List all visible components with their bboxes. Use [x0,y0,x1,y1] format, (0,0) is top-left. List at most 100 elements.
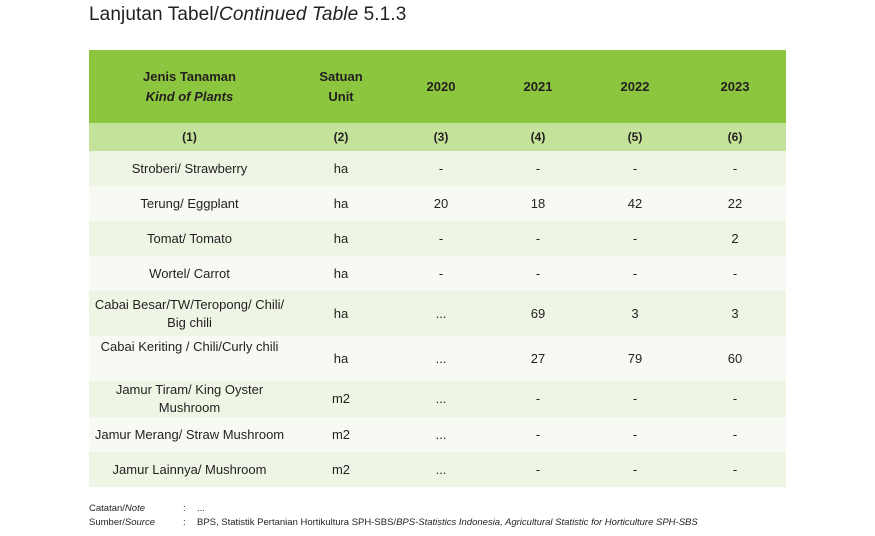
plant-name: Terung/ Eggplant [89,186,290,221]
value-2022: - [586,221,684,256]
header-year-2023: 2023 [684,50,786,123]
value-2021: - [490,256,586,291]
source-value-id: BPS, Statistik Pertanian Hortikultura SP… [197,517,397,528]
value-2020: ... [392,417,490,452]
plant-name: Stroberi/ Strawberry [89,151,290,186]
value-2020: - [392,256,490,291]
plant-name: Jamur Lainnya/ Mushroom [89,452,290,487]
header-year-2022: 2022 [586,50,684,123]
note-label-id: Catatan/ [89,503,125,514]
value-2022: - [586,151,684,186]
unit: ha [290,151,392,186]
source-value: BPS, Statistik Pertanian Hortikultura SP… [197,516,698,530]
plant-name: Tomat/ Tomato [89,221,290,256]
unit: ha [290,221,392,256]
table-notes: Catatan/Note : ... Sumber/Source : BPS, … [89,502,698,530]
unit: m2 [290,417,392,452]
header-col1-en: Kind of Plants [145,88,234,104]
col-number: (4) [490,123,586,151]
value-2022: - [586,452,684,487]
source-value-en: BPS-Statistics Indonesia, Agricultural S… [396,517,698,528]
title-italic: Continued Table [219,4,359,25]
unit: ha [290,186,392,221]
col-number: (3) [392,123,490,151]
value-2021: 18 [490,186,586,221]
value-2023: - [684,381,786,417]
source-line: Sumber/Source : BPS, Statistik Pertanian… [89,516,698,530]
note-label: Catatan/Note [89,502,183,516]
table-row: Terung/ Eggplant ha 20 18 42 22 [89,186,786,221]
plant-name: Jamur Tiram/ King Oyster Mushroom [89,381,290,417]
value-2020: - [392,151,490,186]
value-2023: 2 [684,221,786,256]
value-2021: - [490,221,586,256]
value-2020: ... [392,452,490,487]
col-number: (1) [89,123,290,151]
note-value: ... [197,503,205,514]
plant-name: Jamur Merang/ Straw Mushroom [89,417,290,452]
value-2023: 60 [684,336,786,381]
value-2023: - [684,151,786,186]
table-row: Stroberi/ Strawberry ha - - - - [89,151,786,186]
unit: ha [290,336,392,381]
value-2023: - [684,452,786,487]
table-row: Cabai Besar/TW/Teropong/ Chili/ Big chil… [89,291,786,336]
header-col1-id: Jenis Tanaman [143,68,236,84]
value-2022: 79 [586,336,684,381]
plant-name: Wortel/ Carrot [89,256,290,291]
value-2022: - [586,381,684,417]
value-2022: 3 [586,291,684,336]
plant-name-line2: Big chili [167,314,212,330]
header-row: Jenis Tanaman Kind of Plants Satuan Unit… [89,50,786,123]
col-number: (2) [290,123,392,151]
unit: ha [290,291,392,336]
header-year-2020: 2020 [392,50,490,123]
value-2020: - [392,221,490,256]
header-unit: Satuan Unit [290,50,392,123]
value-2020: ... [392,291,490,336]
value-2022: - [586,256,684,291]
value-2021: - [490,417,586,452]
source-label-en: Source [124,517,156,528]
data-table: Jenis Tanaman Kind of Plants Satuan Unit… [89,50,786,487]
unit: m2 [290,452,392,487]
table-row: Jamur Merang/ Straw Mushroom m2 ... - - … [89,417,786,452]
value-2023: - [684,417,786,452]
value-2021: - [490,381,586,417]
col-number: (6) [684,123,786,151]
table-title: Lanjutan Tabel/Continued Table 5.1.3 [89,4,406,26]
table-row: Jamur Tiram/ King Oyster Mushroom m2 ...… [89,381,786,417]
value-2020: ... [392,336,490,381]
table-row: Tomat/ Tomato ha - - - 2 [89,221,786,256]
table-row: Cabai Keriting / Chili/Curly chili ha ..… [89,336,786,381]
note-label-en: Note [124,503,145,514]
table-row: Jamur Lainnya/ Mushroom m2 ... - - - [89,452,786,487]
value-2021: 69 [490,291,586,336]
unit: ha [290,256,392,291]
header-col2-id: Satuan [319,68,363,84]
col-number: (5) [586,123,684,151]
table-row: Wortel/ Carrot ha - - - - [89,256,786,291]
note-colon: : [183,503,186,514]
value-2021: - [490,151,586,186]
note-line: Catatan/Note : ... [89,502,698,516]
header-year-2021: 2021 [490,50,586,123]
unit: m2 [290,381,392,417]
source-label-id: Sumber/ [89,517,125,528]
source-colon: : [183,517,186,528]
column-number-row: (1) (2) (3) (4) (5) (6) [89,123,786,151]
value-2023: 3 [684,291,786,336]
value-2023: 22 [684,186,786,221]
header-col2-en: Unit [328,88,354,104]
value-2021: - [490,452,586,487]
header-kind-of-plants: Jenis Tanaman Kind of Plants [89,50,290,123]
plant-name: Cabai Besar/TW/Teropong/ Chili/ Big chil… [89,291,290,336]
value-2023: - [684,256,786,291]
plant-name-line1: Cabai Besar/TW/Teropong/ Chili/ [94,296,285,312]
value-2020: ... [392,381,490,417]
value-2021: 27 [490,336,586,381]
value-2020: 20 [392,186,490,221]
value-2022: 42 [586,186,684,221]
title-main: Lanjutan Tabel/ [89,4,220,25]
plant-name: Cabai Keriting / Chili/Curly chili [89,336,290,381]
